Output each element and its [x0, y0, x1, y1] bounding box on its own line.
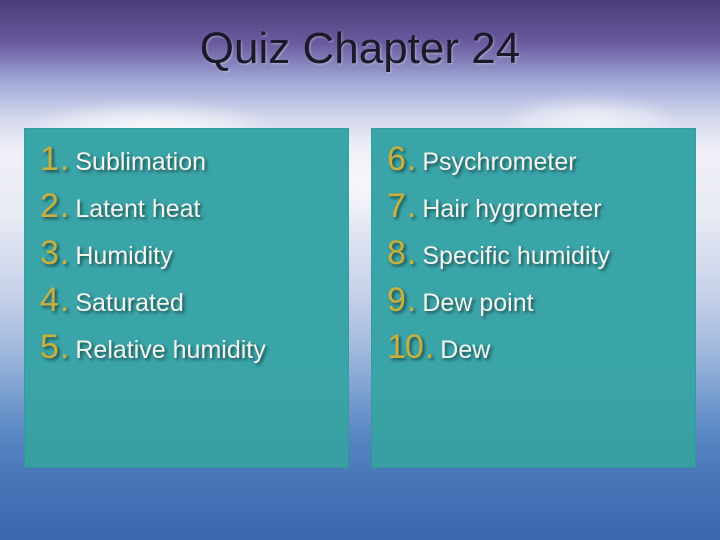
- item-term: Psychrometer: [422, 148, 576, 177]
- item-number: 3: [40, 234, 58, 273]
- item-number: 8: [387, 234, 405, 273]
- item-term: Saturated: [75, 289, 183, 318]
- list-item: 6. Psychrometer: [387, 140, 680, 179]
- item-number: 2: [40, 187, 58, 226]
- columns-container: 1. Sublimation 2. Latent heat 3. Humidit…: [24, 128, 696, 468]
- item-number: 5: [40, 328, 58, 367]
- list-item: 4. Saturated: [40, 281, 333, 320]
- list-item: 2. Latent heat: [40, 187, 333, 226]
- item-term: Sublimation: [75, 148, 206, 177]
- item-dot: .: [60, 234, 69, 273]
- list-item: 1. Sublimation: [40, 140, 333, 179]
- item-dot: .: [407, 187, 416, 226]
- item-dot: .: [60, 187, 69, 226]
- list-item: 9. Dew point: [387, 281, 680, 320]
- right-panel: 6. Psychrometer 7. Hair hygrometer 8. Sp…: [371, 128, 696, 468]
- item-term: Specific humidity: [422, 242, 610, 271]
- list-item: 3. Humidity: [40, 234, 333, 273]
- item-dot: .: [407, 234, 416, 273]
- item-term: Relative humidity: [75, 336, 265, 365]
- item-term: Dew: [440, 336, 490, 365]
- list-item: 7. Hair hygrometer: [387, 187, 680, 226]
- item-dot: .: [60, 281, 69, 320]
- item-number: 4: [40, 281, 58, 320]
- left-panel: 1. Sublimation 2. Latent heat 3. Humidit…: [24, 128, 349, 468]
- item-term: Latent heat: [75, 195, 200, 224]
- item-dot: .: [425, 328, 434, 367]
- list-item: 8. Specific humidity: [387, 234, 680, 273]
- item-term: Dew point: [422, 289, 533, 318]
- slide-title: Quiz Chapter 24: [0, 24, 720, 74]
- item-dot: .: [60, 328, 69, 367]
- item-number: 10: [387, 328, 423, 367]
- item-term: Humidity: [75, 242, 172, 271]
- item-number: 9: [387, 281, 405, 320]
- item-term: Hair hygrometer: [422, 195, 601, 224]
- list-item: 10. Dew: [387, 328, 680, 367]
- item-dot: .: [407, 281, 416, 320]
- list-item: 5. Relative humidity: [40, 328, 333, 367]
- item-number: 1: [40, 140, 58, 179]
- item-dot: .: [407, 140, 416, 179]
- item-number: 6: [387, 140, 405, 179]
- item-dot: .: [60, 140, 69, 179]
- item-number: 7: [387, 187, 405, 226]
